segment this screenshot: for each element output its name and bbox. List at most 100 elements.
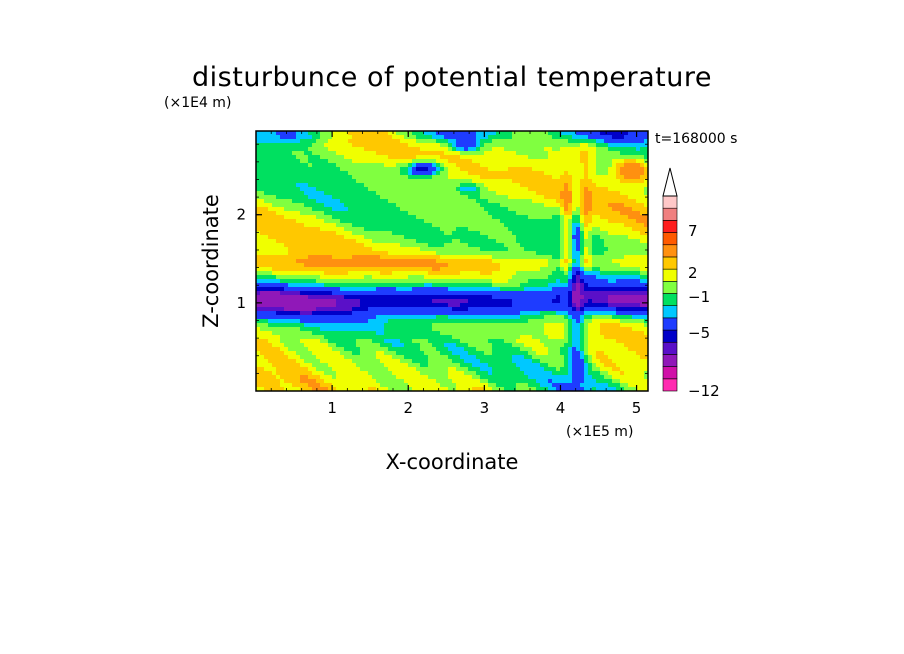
field-cell xyxy=(500,243,505,248)
field-cell xyxy=(304,231,309,236)
field-cell xyxy=(392,187,397,192)
field-cell xyxy=(408,331,413,336)
field-cell xyxy=(552,239,557,244)
field-cell xyxy=(412,147,417,152)
field-cell xyxy=(560,163,565,168)
field-cell xyxy=(456,291,461,296)
field-cell xyxy=(516,243,521,248)
field-cell xyxy=(476,227,481,232)
field-cell xyxy=(584,171,589,176)
field-cell xyxy=(448,247,453,252)
field-cell xyxy=(320,311,325,316)
field-cell xyxy=(540,139,545,144)
field-cell xyxy=(468,211,473,216)
field-cell xyxy=(340,255,345,260)
field-cell xyxy=(460,331,465,336)
field-cell xyxy=(344,167,349,172)
field-cell xyxy=(428,303,433,308)
field-cell xyxy=(372,183,377,188)
field-cell xyxy=(456,151,461,156)
field-cell xyxy=(276,275,281,280)
field-cell xyxy=(316,191,321,196)
field-cell xyxy=(344,171,349,176)
field-cell xyxy=(572,215,577,220)
field-cell xyxy=(636,147,641,152)
field-cell xyxy=(644,219,648,224)
field-cell xyxy=(364,295,369,300)
field-cell xyxy=(604,291,609,296)
field-cell xyxy=(436,287,441,292)
field-cell xyxy=(596,163,601,168)
field-cell xyxy=(568,275,573,280)
field-cell xyxy=(256,299,261,304)
field-cell xyxy=(416,143,421,148)
field-cell xyxy=(492,251,497,256)
field-cell xyxy=(384,327,389,332)
field-cell xyxy=(412,235,417,240)
field-cell xyxy=(644,199,648,204)
field-cell xyxy=(608,211,613,216)
field-cell xyxy=(400,139,405,144)
field-cell xyxy=(540,191,545,196)
field-cell xyxy=(564,267,569,272)
field-cell xyxy=(628,231,633,236)
field-cell xyxy=(628,319,633,324)
field-cell xyxy=(496,211,501,216)
field-cell xyxy=(636,267,641,272)
field-cell xyxy=(316,183,321,188)
field-cell xyxy=(368,211,373,216)
field-cell xyxy=(624,227,629,232)
field-cell xyxy=(348,167,353,172)
field-cell xyxy=(256,179,261,184)
field-cell xyxy=(628,295,633,300)
field-cell xyxy=(620,203,625,208)
field-cell xyxy=(552,163,557,168)
field-cell xyxy=(288,327,293,332)
field-cell xyxy=(512,267,517,272)
field-cell xyxy=(376,171,381,176)
field-cell xyxy=(260,155,265,160)
field-cell xyxy=(332,203,337,208)
field-cell xyxy=(532,283,537,288)
field-cell xyxy=(552,147,557,152)
field-cell xyxy=(596,323,601,328)
field-cell xyxy=(640,263,645,268)
field-cell xyxy=(404,139,409,144)
field-cell xyxy=(636,255,641,260)
field-cell xyxy=(604,243,609,248)
field-cell xyxy=(336,287,341,292)
field-cell xyxy=(492,319,497,324)
field-cell xyxy=(296,179,301,184)
field-cell xyxy=(364,219,369,224)
field-cell xyxy=(304,323,309,328)
field-cell xyxy=(268,299,273,304)
field-cell xyxy=(448,291,453,296)
field-cell xyxy=(276,199,281,204)
field-cell xyxy=(524,199,529,204)
field-cell xyxy=(400,159,405,164)
field-cell xyxy=(508,259,513,264)
field-cell xyxy=(584,219,589,224)
field-cell xyxy=(596,319,601,324)
field-cell xyxy=(560,247,565,252)
field-cell xyxy=(300,259,305,264)
field-cell xyxy=(496,175,501,180)
field-cell xyxy=(356,163,361,168)
field-cell xyxy=(400,151,405,156)
field-cell xyxy=(352,223,357,228)
field-cell xyxy=(640,167,645,172)
field-cell xyxy=(256,151,261,156)
field-cell xyxy=(608,155,613,160)
field-cell xyxy=(640,159,645,164)
field-cell xyxy=(516,175,521,180)
field-cell xyxy=(384,239,389,244)
field-cell xyxy=(316,271,321,276)
field-cell xyxy=(452,267,457,272)
field-cell xyxy=(556,167,561,172)
field-cell xyxy=(472,223,477,228)
field-cell xyxy=(556,231,561,236)
field-cell xyxy=(364,287,369,292)
field-cell xyxy=(340,203,345,208)
field-cell xyxy=(452,275,457,280)
field-cell xyxy=(408,279,413,284)
